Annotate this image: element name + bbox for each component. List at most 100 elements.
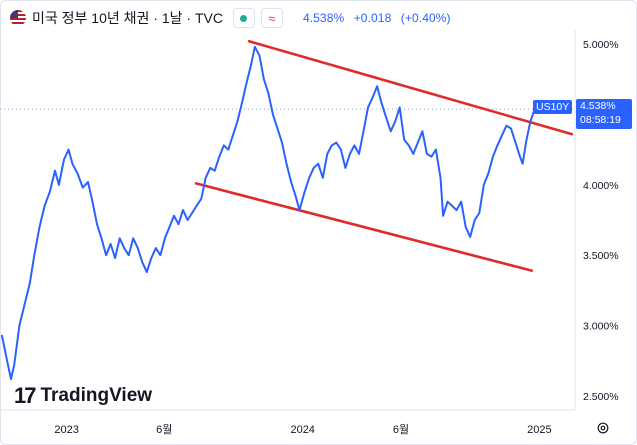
data-point bbox=[367, 106, 369, 109]
data-point bbox=[159, 254, 162, 256]
data-point bbox=[250, 64, 252, 66]
data-point bbox=[394, 120, 396, 123]
data-point bbox=[118, 237, 121, 240]
data-point bbox=[276, 127, 279, 130]
data-point bbox=[510, 127, 512, 130]
data-point bbox=[218, 155, 221, 158]
data-point bbox=[294, 195, 297, 197]
data-point bbox=[439, 176, 442, 179]
y-tick-label: 4.000% bbox=[583, 180, 619, 192]
data-point bbox=[132, 237, 135, 240]
data-point bbox=[173, 214, 175, 217]
series-group bbox=[0, 45, 540, 380]
data-point bbox=[331, 144, 333, 147]
data-point bbox=[200, 198, 202, 200]
chart-header: 미국 정부 10년 채권 · 1날 · TVC ≈ 4.538% +0.018 … bbox=[10, 8, 457, 28]
data-point bbox=[385, 116, 387, 119]
market-status-badge[interactable] bbox=[232, 8, 255, 28]
channel-line-1[interactable] bbox=[247, 39, 574, 136]
data-point bbox=[263, 78, 265, 81]
data-point bbox=[349, 153, 351, 155]
data-point bbox=[371, 96, 374, 99]
x-tick-label: 2025 bbox=[527, 424, 551, 436]
data-point bbox=[521, 162, 524, 165]
data-point bbox=[91, 200, 94, 203]
data-point bbox=[426, 153, 428, 155]
data-point bbox=[455, 209, 458, 211]
data-point bbox=[127, 254, 130, 256]
data-point bbox=[232, 134, 234, 137]
data-point bbox=[272, 113, 274, 116]
data-point bbox=[389, 130, 392, 133]
data-point bbox=[146, 271, 148, 273]
data-point bbox=[285, 162, 288, 165]
data-point bbox=[18, 324, 21, 327]
data-point bbox=[177, 223, 180, 226]
data-point bbox=[298, 209, 301, 211]
data-point bbox=[421, 130, 424, 133]
data-point bbox=[33, 254, 36, 256]
data-point bbox=[164, 237, 166, 240]
symbol-tag: US10Y bbox=[533, 100, 573, 114]
data-point bbox=[451, 205, 453, 207]
data-point bbox=[109, 243, 112, 245]
data-point bbox=[519, 155, 521, 158]
data-point bbox=[191, 212, 193, 214]
data-point bbox=[326, 153, 329, 155]
data-point bbox=[67, 148, 70, 151]
data-point bbox=[308, 176, 310, 179]
data-point bbox=[501, 134, 503, 137]
data-point bbox=[227, 148, 230, 151]
data-point bbox=[168, 226, 171, 228]
green-dot-icon bbox=[240, 14, 248, 22]
y-tick-label: 3.500% bbox=[583, 250, 619, 262]
data-point bbox=[281, 141, 283, 144]
delayed-data-badge[interactable]: ≈ bbox=[260, 8, 283, 28]
data-point bbox=[362, 130, 365, 133]
data-point bbox=[54, 169, 56, 172]
x-tick-label: 6월 bbox=[393, 423, 409, 436]
data-point bbox=[483, 184, 485, 186]
data-point bbox=[398, 106, 401, 109]
data-point bbox=[446, 200, 449, 203]
data-point bbox=[430, 155, 433, 158]
y-tick-label: 5.000% bbox=[583, 39, 619, 51]
data-point bbox=[100, 237, 103, 240]
y-tick-label: 2.500% bbox=[583, 391, 619, 403]
data-point bbox=[514, 141, 517, 144]
data-point bbox=[469, 236, 472, 238]
channel-line-2[interactable] bbox=[194, 182, 533, 272]
data-point bbox=[464, 226, 467, 228]
data-point bbox=[290, 181, 292, 183]
data-point bbox=[1, 334, 3, 337]
data-point bbox=[236, 120, 239, 123]
us-flag-icon bbox=[10, 10, 26, 26]
y-axis-ticks: 5.000%4.500%4.000%3.500%3.000%2.500% bbox=[583, 39, 619, 403]
data-point bbox=[478, 212, 481, 214]
quote-readout: 4.538% +0.018 (+0.40%) bbox=[303, 11, 457, 25]
data-point bbox=[195, 205, 198, 207]
data-point bbox=[49, 191, 51, 193]
data-point bbox=[254, 46, 256, 48]
data-point bbox=[96, 223, 98, 226]
data-point bbox=[87, 181, 89, 183]
data-point bbox=[376, 85, 378, 88]
data-point bbox=[155, 247, 157, 249]
data-point bbox=[136, 247, 139, 249]
change-percent: (+0.40%) bbox=[400, 11, 451, 25]
last-price-value: 4.538% bbox=[580, 100, 616, 112]
tradingview-logo[interactable]: 17 TradingView bbox=[14, 383, 152, 409]
gear-icon[interactable] bbox=[596, 421, 610, 435]
data-point bbox=[114, 257, 116, 259]
data-point bbox=[417, 141, 419, 144]
data-point bbox=[267, 92, 270, 95]
data-point bbox=[43, 205, 46, 207]
data-point bbox=[358, 153, 360, 155]
data-point bbox=[245, 82, 248, 85]
change-value: +0.018 bbox=[353, 11, 392, 25]
x-tick-label: 6월 bbox=[156, 423, 172, 436]
data-point bbox=[105, 254, 107, 256]
data-point bbox=[403, 138, 406, 141]
chart-title: 미국 정부 10년 채권 · 1날 · TVC bbox=[32, 10, 223, 26]
